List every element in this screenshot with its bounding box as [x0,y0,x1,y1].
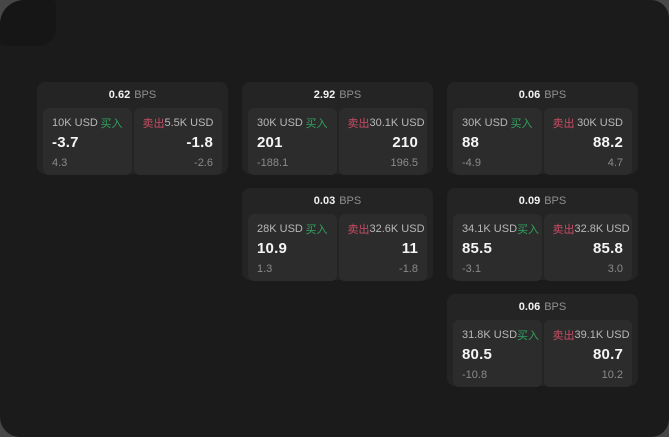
buy-sub-value: 1.3 [257,263,273,275]
sell-panel[interactable]: 卖出 30.1K USD 210 196.5 [338,108,427,175]
sell-price: 85.8 [593,240,623,257]
buy-sub-value: -188.1 [257,157,289,169]
bps-unit: BPS [544,195,567,207]
buy-amount: 10K USD [52,117,98,129]
sell-tag: 卖出 [552,330,575,342]
sell-sub-value: 3.0 [607,263,623,275]
buy-amount: 28K USD [257,223,303,235]
bps-value: 0.03 [313,195,336,207]
buy-panel[interactable]: 10K USD 买入 -3.7 4.3 [43,108,132,175]
buy-panel[interactable]: 28K USD 买入 10.9 1.3 [248,214,337,281]
quote-card: 0.09 BPS 34.1K USD 买入 85.5 -3.1 卖出 32.8K… [447,188,638,281]
sell-price: -1.8 [186,134,213,151]
buy-panel[interactable]: 30K USD 买入 88 -4.9 [453,108,542,175]
buy-price: -3.7 [52,134,79,151]
bps-header: 2.92 BPS [242,82,433,108]
card-body: 34.1K USD 买入 85.5 -3.1 卖出 32.8K USD 85.8… [447,214,638,287]
buy-panel[interactable]: 34.1K USD 买入 85.5 -3.1 [453,214,542,281]
bps-header: 0.09 BPS [447,188,638,214]
bps-header: 0.06 BPS [447,294,638,320]
sell-price: 11 [401,240,418,257]
quote-card: 2.92 BPS 30K USD 买入 201 -188.1 卖出 30.1K … [242,82,433,175]
sell-amount: 5.5K USD [164,117,214,129]
bps-header: 0.06 BPS [447,82,638,108]
bps-header: 0.03 BPS [242,188,433,214]
buy-tag: 买入 [517,330,540,342]
sell-tag: 卖出 [552,118,575,130]
corner-shade [0,0,56,46]
bps-value: 0.06 [518,301,541,313]
buy-tag: 买入 [305,118,328,130]
bps-unit: BPS [544,301,567,313]
sell-sub-value: 10.2 [601,369,623,381]
card-body: 10K USD 买入 -3.7 4.3 卖出 5.5K USD -1.8 -2.… [37,108,228,181]
bps-value: 0.09 [518,195,541,207]
buy-panel[interactable]: 31.8K USD 买入 80.5 -10.8 [453,320,542,387]
sell-panel[interactable]: 卖出 32.6K USD 11 -1.8 [338,214,427,281]
bps-unit: BPS [134,89,157,101]
quote-card: 0.06 BPS 31.8K USD 买入 80.5 -10.8 卖出 39.1… [447,294,638,387]
sell-price: 210 [392,134,418,151]
sell-amount: 32.8K USD [574,223,630,235]
buy-price: 80.5 [462,346,492,363]
sell-sub-value: 4.7 [607,157,623,169]
sell-sub-value: -2.6 [194,157,213,169]
buy-price: 201 [257,134,283,151]
sell-price: 88.2 [593,134,623,151]
bps-value: 0.06 [518,89,541,101]
sell-panel[interactable]: 卖出 39.1K USD 80.7 10.2 [543,320,632,387]
buy-tag: 买入 [100,118,123,130]
buy-amount: 34.1K USD [462,223,518,235]
buy-panel[interactable]: 30K USD 买入 201 -188.1 [248,108,337,175]
sell-amount: 39.1K USD [574,329,630,341]
bps-unit: BPS [339,89,362,101]
bps-unit: BPS [544,89,567,101]
buy-amount: 31.8K USD [462,329,518,341]
card-body: 30K USD 买入 88 -4.9 卖出 30K USD 88.2 4.7 [447,108,638,181]
buy-amount: 30K USD [257,117,303,129]
sell-panel[interactable]: 卖出 32.8K USD 85.8 3.0 [543,214,632,281]
sell-amount: 30K USD [577,117,623,129]
card-body: 30K USD 买入 201 -188.1 卖出 30.1K USD 210 1… [242,108,433,181]
sell-sub-value: 196.5 [390,157,418,169]
buy-tag: 买入 [510,118,533,130]
bps-value: 0.62 [108,89,131,101]
sell-panel[interactable]: 卖出 5.5K USD -1.8 -2.6 [133,108,222,175]
buy-sub-value: -10.8 [462,369,488,381]
card-body: 31.8K USD 买入 80.5 -10.8 卖出 39.1K USD 80.… [447,320,638,393]
buy-sub-value: -4.9 [462,157,481,169]
sell-amount: 32.6K USD [369,223,425,235]
sell-amount: 30.1K USD [369,117,425,129]
quote-card: 0.03 BPS 28K USD 买入 10.9 1.3 卖出 32.6K US… [242,188,433,281]
buy-amount: 30K USD [462,117,508,129]
buy-tag: 买入 [517,224,540,236]
quote-cards-grid: 0.62 BPS 10K USD 买入 -3.7 4.3 卖出 5.5K USD [37,82,638,387]
card-body: 28K USD 买入 10.9 1.3 卖出 32.6K USD 11 -1.8 [242,214,433,287]
buy-price: 85.5 [462,240,492,257]
buy-tag: 买入 [305,224,328,236]
buy-sub-value: -3.1 [462,263,481,275]
bps-unit: BPS [339,195,362,207]
bps-header: 0.62 BPS [37,82,228,108]
quote-card: 0.06 BPS 30K USD 买入 88 -4.9 卖出 30K USD [447,82,638,175]
sell-price: 80.7 [593,346,623,363]
sell-sub-value: -1.8 [399,263,418,275]
sell-tag: 卖出 [347,224,370,236]
buy-price: 88 [462,134,480,151]
buy-price: 10.9 [257,240,287,257]
sell-tag: 卖出 [552,224,575,236]
quote-card: 0.62 BPS 10K USD 买入 -3.7 4.3 卖出 5.5K USD [37,82,228,175]
buy-sub-value: 4.3 [52,157,68,169]
sell-tag: 卖出 [347,118,370,130]
sell-tag: 卖出 [142,118,165,130]
sell-panel[interactable]: 卖出 30K USD 88.2 4.7 [543,108,632,175]
bps-value: 2.92 [313,89,336,101]
